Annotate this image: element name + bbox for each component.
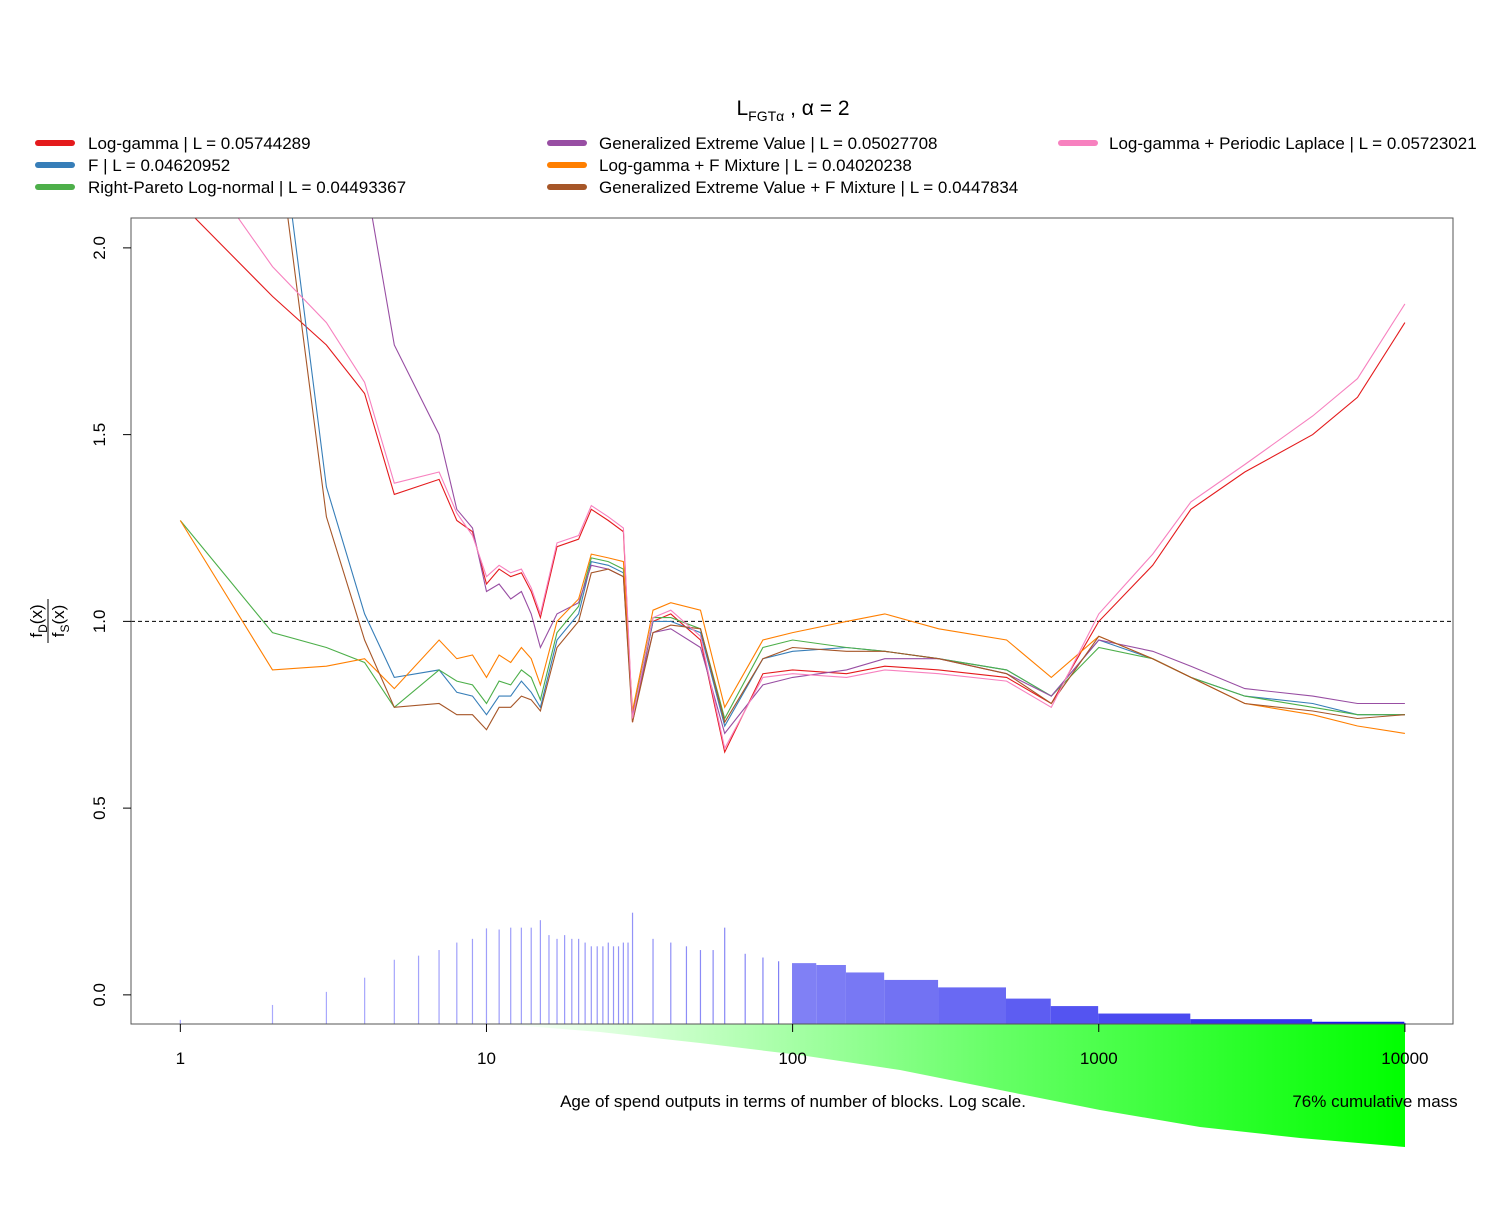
y-tick-label: 0.5 bbox=[90, 796, 109, 820]
cumulative-mass-wedge bbox=[500, 1024, 1405, 1147]
density-bar bbox=[670, 942, 672, 1024]
density-bar bbox=[627, 942, 629, 1024]
density-bar bbox=[498, 929, 500, 1024]
density-bar bbox=[631, 912, 634, 1024]
ylabel-denominator: fS(x) bbox=[49, 605, 72, 638]
series-line bbox=[237, 218, 1406, 750]
density-bar bbox=[699, 950, 702, 1024]
density-bar bbox=[179, 1019, 181, 1024]
density-bar bbox=[271, 1004, 274, 1024]
density-bar bbox=[590, 946, 592, 1024]
density-bar bbox=[485, 928, 488, 1024]
y-axis-label: fD(x) fS(x) bbox=[27, 599, 72, 643]
y-tick-label: 1.5 bbox=[90, 423, 109, 447]
density-bar bbox=[622, 942, 624, 1024]
density-bar bbox=[1005, 998, 1051, 1024]
density-bar bbox=[596, 946, 598, 1024]
density-bar bbox=[712, 950, 714, 1024]
density-bar bbox=[724, 927, 726, 1024]
density-bar bbox=[325, 991, 327, 1024]
density-bar bbox=[520, 927, 522, 1024]
density-bar bbox=[578, 938, 580, 1024]
x-tick-label: 100 bbox=[778, 1049, 806, 1068]
density-bar bbox=[556, 938, 558, 1024]
density-bar bbox=[792, 963, 817, 1024]
ylabel-sub: S bbox=[58, 625, 72, 633]
density-bar bbox=[778, 961, 780, 1024]
plot-area bbox=[131, 218, 1453, 1024]
density-bar bbox=[548, 935, 550, 1024]
ylabel-f: f bbox=[27, 633, 46, 638]
density-bar bbox=[417, 955, 420, 1024]
x-tick-label: 10000 bbox=[1381, 1049, 1428, 1068]
ylabel-arg: (x) bbox=[27, 604, 46, 624]
density-bar bbox=[612, 946, 615, 1024]
x-tick-label: 1 bbox=[176, 1049, 185, 1068]
density-bar bbox=[530, 927, 532, 1024]
y-tick-label: 2.0 bbox=[90, 236, 109, 260]
legend: Log-gamma | L = 0.05744289 F | L = 0.0462… bbox=[35, 134, 1477, 197]
density-bar bbox=[564, 935, 566, 1024]
x-axis-label: Age of spend outputs in terms of number … bbox=[560, 1092, 1026, 1111]
series-line bbox=[179, 520, 1405, 734]
density-bar bbox=[471, 938, 474, 1024]
legend-label: Log-gamma + Periodic Laplace | L = 0.057… bbox=[1109, 134, 1477, 153]
density-bar bbox=[364, 977, 366, 1024]
legend-label: Log-gamma + F Mixture | L = 0.04020238 bbox=[599, 156, 912, 175]
x-tick-label: 10 bbox=[477, 1049, 496, 1068]
density-bar bbox=[1190, 1019, 1313, 1024]
chart-title: LFGTα , α = 2 bbox=[736, 97, 849, 124]
annotation: 76% cumulative mass bbox=[1292, 1092, 1457, 1111]
density-bar bbox=[845, 972, 885, 1024]
title-main: L bbox=[736, 97, 748, 120]
density-bar bbox=[438, 950, 440, 1024]
density-bar bbox=[1404, 1022, 1406, 1024]
ylabel-numerator: fD(x) bbox=[27, 604, 50, 637]
density-bar bbox=[1098, 1013, 1191, 1024]
density-bar bbox=[510, 927, 512, 1024]
density-bar bbox=[456, 942, 458, 1024]
density-bar bbox=[938, 987, 1006, 1024]
axes: 0.0 0.5 1.0 1.5 2.0 1 10 100 1000 10000 bbox=[90, 217, 1454, 1068]
density-bar bbox=[393, 959, 395, 1024]
legend-label: Log-gamma | L = 0.05744289 bbox=[88, 134, 311, 153]
density-bar bbox=[539, 920, 541, 1024]
density-bar bbox=[884, 979, 939, 1024]
title-sub: FGTα bbox=[748, 108, 784, 124]
title-rest: , α = 2 bbox=[784, 97, 849, 120]
series-line bbox=[287, 218, 1405, 731]
series-line bbox=[194, 218, 1406, 754]
density-bar bbox=[1050, 1006, 1099, 1024]
density-bar bbox=[816, 964, 846, 1024]
density-bar bbox=[617, 946, 620, 1024]
ylabel-f: f bbox=[49, 632, 68, 637]
density-bar bbox=[584, 942, 586, 1024]
ylabel-sub: D bbox=[36, 624, 50, 633]
legend-label: Right-Pareto Log-normal | L = 0.04493367 bbox=[88, 178, 406, 197]
y-tick-label: 1.0 bbox=[90, 610, 109, 634]
density-bar bbox=[762, 957, 764, 1024]
density-bar bbox=[607, 942, 609, 1024]
density-bar bbox=[685, 946, 688, 1024]
density-bar bbox=[652, 938, 654, 1024]
density-bar bbox=[602, 946, 604, 1024]
series-line bbox=[179, 520, 1405, 720]
density-bar bbox=[1312, 1021, 1405, 1024]
density-bar bbox=[571, 938, 573, 1024]
ylabel-arg: (x) bbox=[49, 605, 68, 625]
x-tick-label: 1000 bbox=[1080, 1049, 1118, 1068]
y-tick-label: 0.0 bbox=[90, 983, 109, 1007]
legend-label: Generalized Extreme Value + F Mixture | … bbox=[599, 178, 1018, 197]
legend-label: Generalized Extreme Value | L = 0.050277… bbox=[599, 134, 938, 153]
density-bar bbox=[744, 953, 746, 1024]
legend-label: F | L = 0.04620952 bbox=[88, 156, 230, 175]
